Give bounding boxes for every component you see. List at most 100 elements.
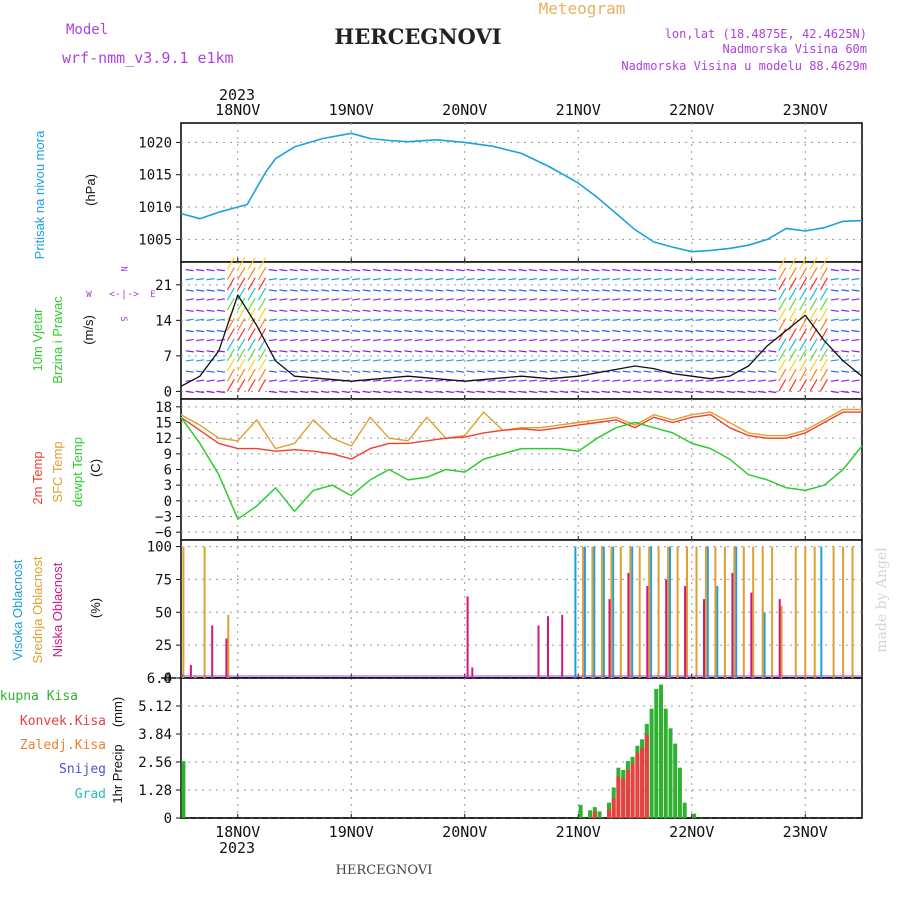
wind-barb <box>726 309 735 312</box>
wind-barb <box>788 368 797 382</box>
precip-legend-snow: Snijeg <box>59 762 106 777</box>
wind-barb <box>653 289 662 292</box>
wind-barb <box>549 329 558 333</box>
wind-barb <box>674 338 683 342</box>
temp2m-line <box>180 411 862 460</box>
wind-barb <box>424 318 433 321</box>
wind-barb <box>695 390 704 394</box>
low-cloud-bar <box>225 638 228 678</box>
wind-barb <box>768 329 777 333</box>
wind-barb <box>372 269 381 272</box>
wind-barb <box>362 370 371 373</box>
wind-barb <box>508 338 517 342</box>
wind-barb <box>737 289 746 292</box>
wind-barb <box>570 390 579 394</box>
wind-barb <box>310 359 319 362</box>
wind-barb <box>445 278 454 281</box>
wind-barb <box>352 289 361 292</box>
wind-barb <box>788 338 797 352</box>
bottom-time-label: 19NOV <box>329 823 374 841</box>
wind-barb <box>518 390 527 394</box>
wind-barb <box>643 379 652 382</box>
wind-barb <box>331 359 340 362</box>
wind-barb <box>497 318 506 321</box>
wind-barb <box>393 318 402 321</box>
wind-unit: (m/s) <box>81 315 96 345</box>
y-tick-label: 6 <box>164 463 172 479</box>
wind-barb <box>237 277 246 291</box>
wind-barb <box>445 359 454 362</box>
wind-barb <box>206 269 215 272</box>
wind-barb <box>643 309 652 312</box>
wind-barb <box>435 350 444 353</box>
y-tick-label: −6 <box>155 525 172 541</box>
wind-barb <box>685 379 694 382</box>
wind-barb <box>851 338 860 342</box>
wind-barb <box>383 350 392 353</box>
y-tick-label: 3 <box>164 478 172 494</box>
precip-legend-convective: Konvek.Kisa <box>20 714 106 729</box>
wind-barb <box>435 379 444 382</box>
wind-barb <box>435 370 444 373</box>
wind-barb <box>591 390 600 394</box>
wind-barb <box>612 278 621 281</box>
wind-barb <box>279 338 288 342</box>
wind-barb <box>633 309 642 312</box>
convective-precip-bar <box>621 778 626 818</box>
wind-barb <box>570 318 579 321</box>
wind-barb <box>206 370 215 373</box>
wind-barb <box>612 379 621 382</box>
wind-barb <box>216 298 225 301</box>
wind-barb <box>258 297 267 311</box>
y-tick-label: 18 <box>155 400 172 416</box>
wind-barb <box>237 318 246 331</box>
wind-barb <box>830 329 839 333</box>
svg-text:<-|->: <-|-> <box>109 289 139 300</box>
wind-barb <box>819 287 828 301</box>
low-cloud-bar <box>665 579 668 678</box>
wind-barb <box>819 378 828 392</box>
convective-precip-bar <box>644 734 649 818</box>
wind-barb <box>539 390 548 394</box>
wind-barb <box>612 350 621 353</box>
wind-barb <box>310 289 319 292</box>
wind-barb <box>643 390 652 394</box>
wind-barb <box>841 269 850 272</box>
wind-barb <box>674 359 683 362</box>
wind-barb <box>185 390 194 394</box>
top-time-label: 18NOV <box>215 101 260 119</box>
wind-barb <box>268 298 277 301</box>
wind-barb <box>799 328 808 341</box>
wind-barb <box>726 278 735 281</box>
wind-barb <box>664 390 673 394</box>
wind-barb <box>414 338 423 342</box>
wind-barb <box>258 307 267 321</box>
wind-barb <box>705 289 714 292</box>
wind-barb <box>653 309 662 312</box>
wind-barb <box>258 378 267 392</box>
wind-barb <box>612 289 621 292</box>
wind-barb <box>268 390 277 394</box>
wind-barb <box>320 298 329 301</box>
wind-barb <box>508 278 517 281</box>
wind-barb <box>185 309 194 312</box>
wind-barb <box>237 267 246 281</box>
wind-barb <box>414 318 423 321</box>
sfc-temp-line <box>180 408 862 450</box>
wind-barb <box>393 338 402 342</box>
wind-barb <box>685 370 694 373</box>
wind-barb <box>716 309 725 312</box>
wind-barb <box>206 289 215 292</box>
mid-cloud-bar <box>629 546 632 678</box>
wind-barb <box>206 309 215 312</box>
panels: 1005101010151020071421−6−303691215180255… <box>138 122 863 827</box>
wind-barb <box>279 329 288 333</box>
wind-barb <box>747 370 756 373</box>
wind-barb <box>445 390 454 394</box>
wind-barb <box>435 289 444 292</box>
wind-barb <box>539 309 548 312</box>
wind-barb <box>705 379 714 382</box>
wind-barb <box>841 329 850 333</box>
wind-barb <box>279 298 288 301</box>
wind-barb <box>497 309 506 312</box>
